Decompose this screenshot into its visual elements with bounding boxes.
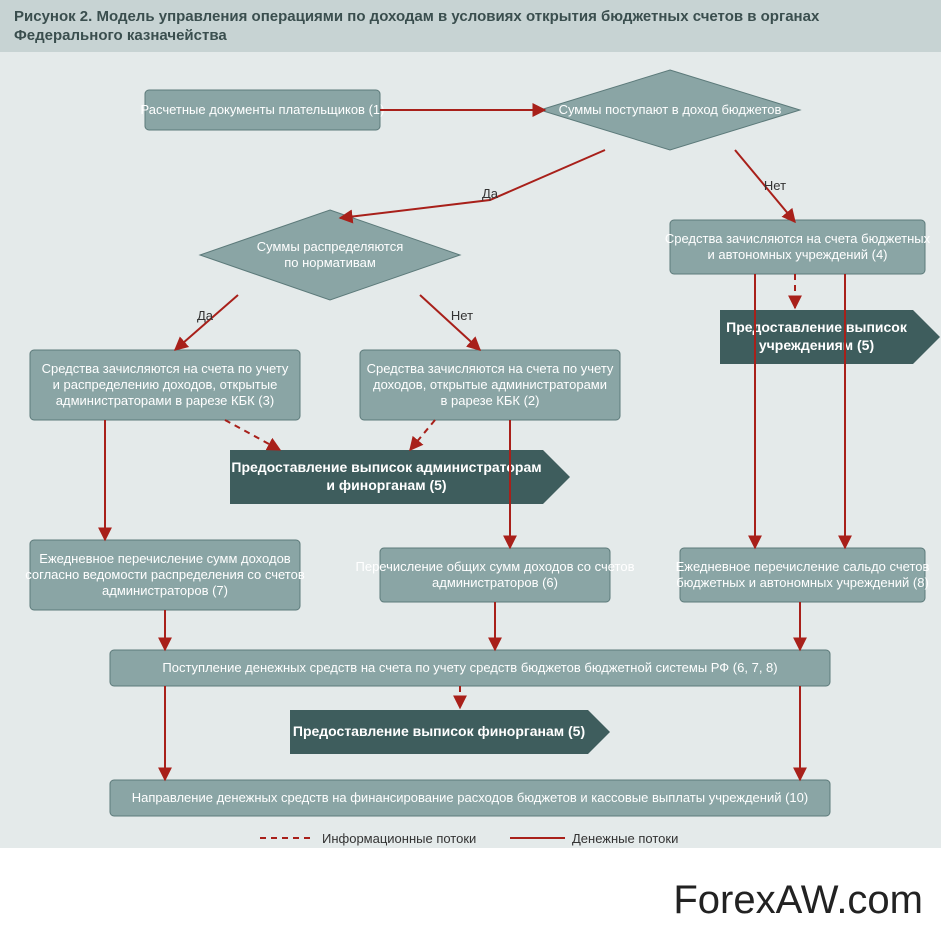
edge-9	[410, 420, 435, 450]
figure-stage: Рисунок 2. Модель управления операциями …	[0, 0, 941, 933]
svg-text:Суммы поступают в доход бюджет: Суммы поступают в доход бюджетов	[559, 102, 782, 117]
svg-text:доходов, открытые администрато: доходов, открытые администраторами	[373, 377, 607, 392]
svg-text:Поступление денежных средств н: Поступление денежных средств на счета по…	[162, 660, 777, 675]
svg-text:Направление денежных средств н: Направление денежных средств на финансир…	[132, 790, 808, 805]
svg-text:учреждениям (5): учреждениям (5)	[759, 337, 874, 353]
legend-info-label: Информационные потоки	[322, 831, 476, 846]
svg-text:Да: Да	[482, 186, 499, 201]
svg-text:Предоставление выписок: Предоставление выписок	[726, 319, 908, 335]
svg-text:бюджетных и автономных учрежде: бюджетных и автономных учреждений (8)	[676, 575, 929, 590]
svg-text:и финорганам (5): и финорганам (5)	[326, 477, 446, 493]
flowchart-svg: Расчетные документы плательщиков (1) Сумм…	[0, 0, 941, 933]
svg-text:Да: Да	[197, 308, 214, 323]
watermark-text: ForexAW.com	[673, 878, 923, 923]
svg-text:Средства зачисляются на счета: Средства зачисляются на счета бюджетных	[665, 231, 931, 246]
svg-text:по нормативам: по нормативам	[284, 255, 376, 270]
svg-text:Средства зачисляются на счета: Средства зачисляются на счета по учету	[42, 361, 289, 376]
svg-text:Перечисление общих сумм доходо: Перечисление общих сумм доходов со счето…	[356, 559, 635, 574]
svg-text:в рарезе КБК (2): в рарезе КБК (2)	[441, 393, 540, 408]
svg-text:и распределению доходов, откры: и распределению доходов, открытые	[53, 377, 278, 392]
svg-text:Ежедневное перечисление сумм д: Ежедневное перечисление сумм доходов	[39, 551, 291, 566]
svg-text:согласно ведомости распределен: согласно ведомости распределения со счет…	[25, 567, 305, 582]
svg-text:и автономных учреждений (4): и автономных учреждений (4)	[707, 247, 887, 262]
svg-text:администраторов (6): администраторов (6)	[432, 575, 558, 590]
edge-1	[340, 150, 605, 218]
svg-text:Средства зачисляются на счета: Средства зачисляются на счета по учету	[367, 361, 614, 376]
svg-text:Предоставление выписок админис: Предоставление выписок администраторам	[231, 459, 541, 475]
svg-text:Нет: Нет	[451, 308, 473, 323]
svg-text:Нет: Нет	[764, 178, 786, 193]
svg-text:Расчетные документы плательщик: Расчетные документы плательщиков (1)	[141, 102, 385, 117]
svg-text:Ежедневное перечисление сальдо: Ежедневное перечисление сальдо счетов	[676, 559, 930, 574]
svg-text:Предоставление выписок финорга: Предоставление выписок финорганам (5)	[293, 723, 585, 739]
legend-money-label: Денежные потоки	[572, 831, 678, 846]
svg-text:Суммы распределяются: Суммы распределяются	[257, 239, 404, 254]
svg-text:администраторов (7): администраторов (7)	[102, 583, 228, 598]
svg-text:администраторами в рарезе КБК: администраторами в рарезе КБК (3)	[56, 393, 274, 408]
edge-8	[225, 420, 280, 450]
